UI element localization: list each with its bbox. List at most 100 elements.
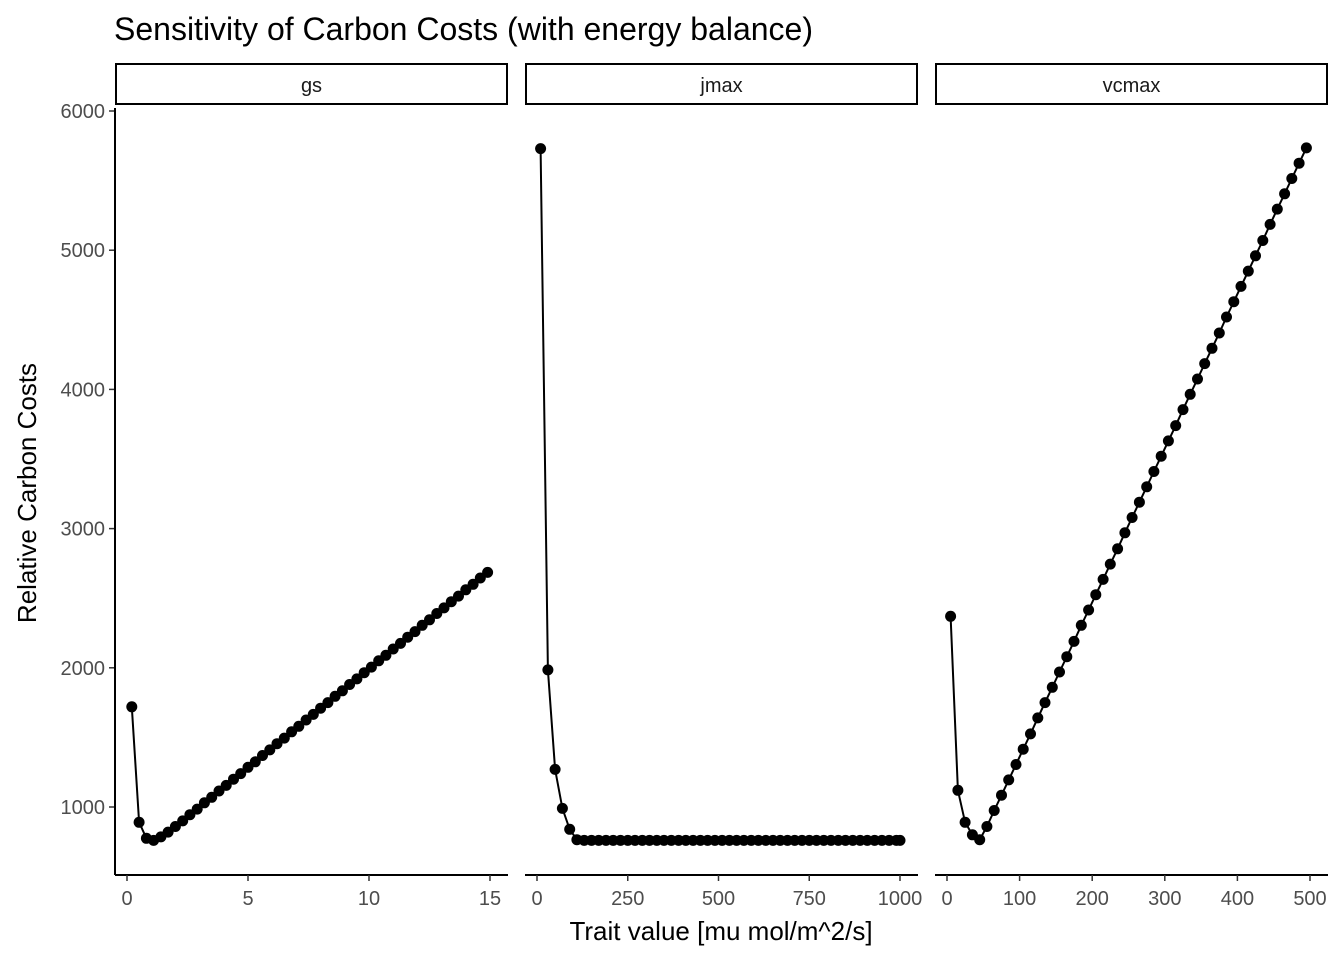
strip-label-gs: gs <box>301 75 322 97</box>
data-point <box>981 821 993 832</box>
data-point <box>1075 619 1087 631</box>
data-point <box>220 779 232 791</box>
data-point <box>336 685 348 697</box>
x-tick-label: 15 <box>479 888 501 910</box>
data-point <box>1104 558 1116 570</box>
data-point <box>1017 743 1029 755</box>
data-point <box>1039 697 1051 709</box>
chart-title: Sensitivity of Carbon Costs (with energy… <box>114 11 813 47</box>
data-point <box>894 834 906 846</box>
y-tick-label: 4000 <box>61 379 106 401</box>
x-tick-label: 500 <box>702 888 735 910</box>
facet-panels: 1000 2000 3000 4000 5000 6000 gs 0 5 10 15 jmax 0 250… <box>61 63 1328 910</box>
data-point <box>453 590 464 602</box>
data-point <box>235 768 247 780</box>
y-tick-label: 6000 <box>61 101 106 123</box>
data-point <box>945 610 957 622</box>
data-point <box>1300 142 1312 154</box>
data-point <box>996 789 1007 801</box>
data-point <box>365 661 377 673</box>
facet-jmax: jmax 0 250 500 750 1000 <box>525 63 923 910</box>
data-point <box>1177 404 1189 416</box>
data-point <box>1235 280 1247 292</box>
x-tick-label: 0 <box>531 888 542 910</box>
data-point <box>1010 759 1022 770</box>
y-tick-label: 3000 <box>61 519 106 541</box>
x-tick-label: 100 <box>1003 888 1036 910</box>
data-point <box>1264 218 1276 230</box>
data-point <box>206 791 218 803</box>
data-point <box>293 720 305 732</box>
x-tick-label: 250 <box>611 888 644 910</box>
data-point <box>1148 466 1160 477</box>
series-line-jmax <box>539 148 900 842</box>
data-point <box>395 637 406 649</box>
data-point <box>351 673 363 685</box>
data-point <box>1032 712 1044 724</box>
strip-box <box>525 63 918 105</box>
data-point <box>249 756 261 768</box>
data-point <box>1271 203 1283 215</box>
data-point <box>264 744 276 756</box>
facet-gs: gs 0 5 10 15 <box>115 63 508 910</box>
data-point <box>380 649 392 661</box>
data-point <box>191 803 203 815</box>
data-point <box>133 816 145 828</box>
data-point <box>322 697 334 709</box>
data-point <box>1046 681 1058 693</box>
x-tick-label: 750 <box>793 888 826 910</box>
data-point <box>177 815 189 827</box>
data-point <box>1083 604 1095 616</box>
data-point <box>535 143 547 155</box>
data-point <box>126 701 138 713</box>
data-point <box>1293 157 1305 169</box>
data-point <box>1279 188 1291 200</box>
data-point <box>1170 420 1182 432</box>
data-point <box>988 805 1000 816</box>
data-point <box>1213 327 1225 339</box>
data-point <box>564 823 576 835</box>
x-tick-label: 1000 <box>878 888 923 910</box>
data-point <box>424 614 435 626</box>
y-tick-label: 1000 <box>61 797 106 819</box>
data-point <box>1199 358 1211 370</box>
x-tick-label: 10 <box>358 888 380 910</box>
data-point <box>1003 774 1015 786</box>
x-tick-label: 500 <box>1293 888 1326 910</box>
x-tick-label: 0 <box>121 888 132 910</box>
data-point <box>1206 342 1218 354</box>
data-point <box>482 566 494 578</box>
x-tick-label: 300 <box>1148 888 1181 910</box>
data-point <box>1141 481 1153 493</box>
x-tick-label: 200 <box>1076 888 1109 910</box>
data-point <box>1054 666 1065 678</box>
y-tick-label: 2000 <box>61 658 106 680</box>
data-point <box>974 834 986 846</box>
data-point <box>1192 373 1203 385</box>
data-point <box>1184 388 1196 400</box>
data-point <box>1221 311 1232 323</box>
data-point <box>1090 589 1102 601</box>
x-tick-label: 5 <box>242 888 253 910</box>
strip-box <box>115 63 508 105</box>
data-point <box>952 784 964 796</box>
data-point <box>1025 728 1036 740</box>
data-point <box>1119 527 1131 539</box>
data-point <box>1068 635 1080 647</box>
x-axis-title: Trait value [mu mol/m^2/s] <box>569 916 872 946</box>
data-point <box>409 626 421 638</box>
strip-label-jmax: jmax <box>699 75 742 97</box>
data-point <box>959 816 971 828</box>
data-point <box>438 602 450 614</box>
data-point <box>556 802 568 814</box>
strip-box <box>935 63 1328 105</box>
x-tick-label: 400 <box>1221 888 1254 910</box>
strip-label-vcmax: vcmax <box>1103 75 1161 97</box>
data-point <box>1286 173 1298 184</box>
data-point <box>542 664 554 676</box>
data-point <box>1242 265 1254 277</box>
data-point <box>467 578 479 590</box>
y-tick-label: 5000 <box>61 240 106 262</box>
data-point <box>1155 450 1167 462</box>
